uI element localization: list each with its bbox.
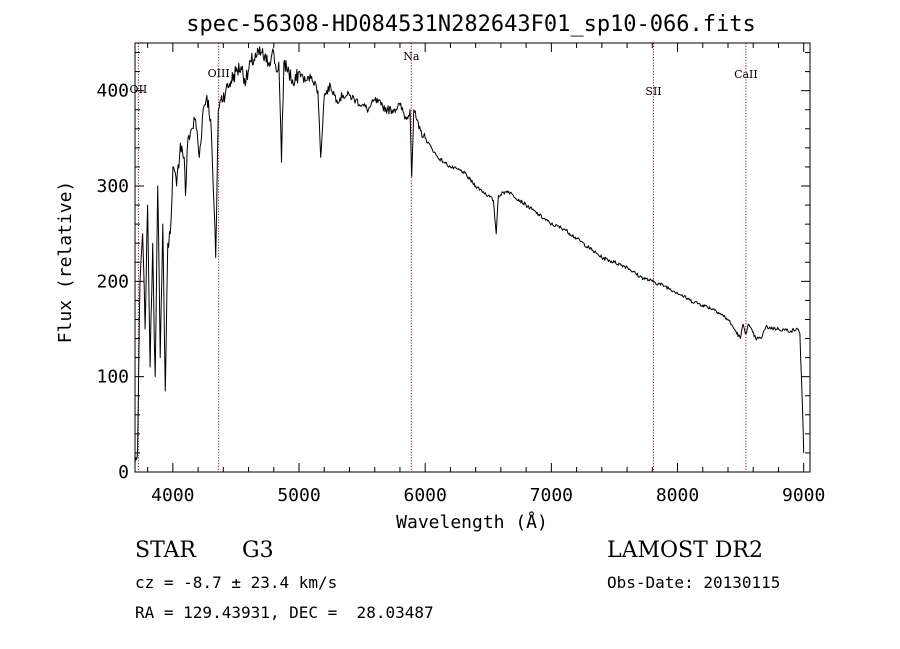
x-tick-label: 6000 (404, 485, 447, 506)
y-tick-label: 300 (96, 176, 129, 197)
y-tick-label: 0 (118, 462, 129, 483)
coordinates-text: RA = 129.43931, DEC = 28.03487 (135, 603, 434, 622)
x-axis-label: Wavelength (Å) (396, 511, 548, 533)
x-tick-label: 9000 (782, 485, 825, 506)
survey-name: LAMOST DR2 (607, 538, 763, 563)
x-tick-label: 7000 (530, 485, 573, 506)
marker-label-oiii: OIII (208, 67, 230, 80)
y-tick-label: 200 (96, 271, 129, 292)
plot-frame (134, 42, 811, 473)
chart-title: spec-56308-HD084531N282643F01_sp10-066.f… (186, 12, 756, 37)
y-tick-label: 400 (96, 81, 129, 102)
obs-date: Obs-Date: 20130115 (607, 573, 781, 592)
marker-label-sii: SII (645, 85, 661, 98)
marker-label-oii: OII (130, 83, 148, 96)
object-type: STAR (135, 538, 196, 563)
x-axis-ticks: 4000 5000 6000 7000 8000 9000 (147, 43, 825, 506)
x-tick-label: 4000 (151, 485, 194, 506)
line-markers: OII OIII Na SII CaII (130, 43, 758, 472)
marker-label-caii: CaII (734, 68, 758, 81)
redshift-text: cz = -8.7 ± 23.4 km/s (135, 573, 338, 592)
spectrum-line (134, 46, 805, 463)
y-axis-label: Flux (relative) (55, 181, 76, 344)
y-axis-ticks: 0 100 200 300 400 (96, 52, 810, 483)
spectral-subclass: G3 (242, 538, 274, 563)
y-tick-label: 100 (96, 367, 129, 388)
x-tick-label: 5000 (277, 485, 320, 506)
x-tick-label: 8000 (656, 485, 699, 506)
marker-label-na: Na (403, 50, 420, 63)
